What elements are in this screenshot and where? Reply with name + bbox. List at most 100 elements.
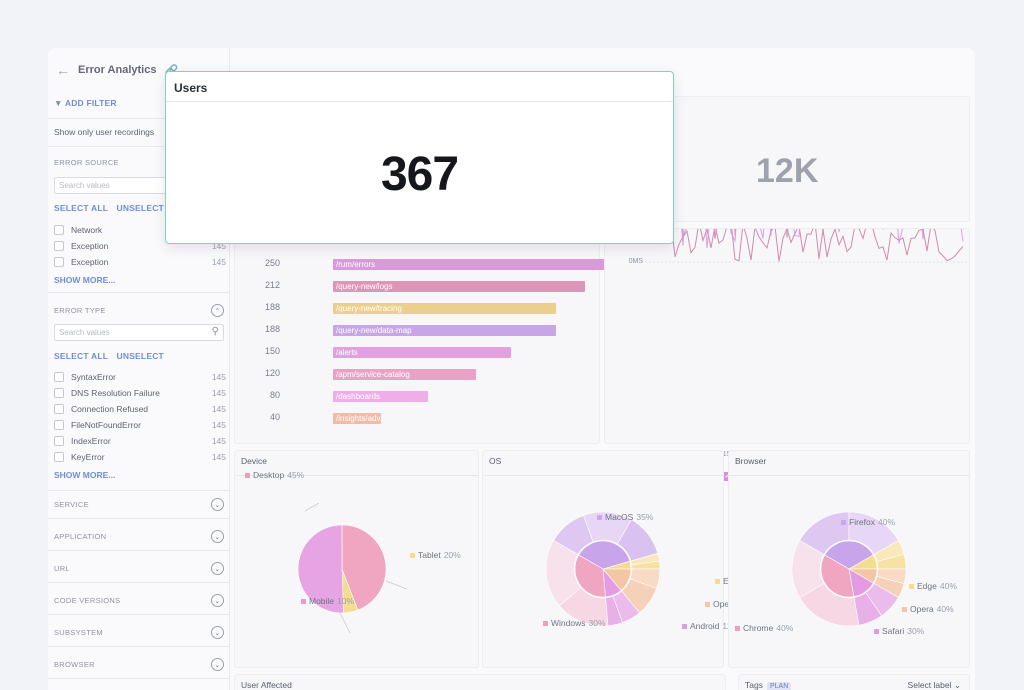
label-name: Tablet: [418, 550, 441, 560]
label-name: Android: [690, 621, 720, 631]
device-card: Device Desktop 45% Tablet 20% Mobile 10%: [234, 450, 479, 668]
error-type-option[interactable]: KeyError 145: [54, 450, 226, 464]
sunburst-slice[interactable]: [578, 540, 631, 570]
plan-badge: PLAN: [766, 682, 792, 690]
legend-swatch: [245, 472, 250, 478]
url-bar[interactable]: /query-new/tracing: [333, 303, 556, 314]
pie-slice[interactable]: [341, 524, 387, 611]
os-title: OS: [489, 456, 502, 466]
filter-section-application[interactable]: APPLICATION ⌄: [54, 530, 224, 543]
url-bar[interactable]: /query-new/logs: [333, 281, 585, 292]
os-label: MacOS 35%: [597, 512, 653, 522]
select-all-link[interactable]: SELECT ALL: [54, 351, 108, 361]
url-bar[interactable]: /rum/errors: [333, 259, 630, 270]
url-bar[interactable]: /dashboards: [333, 391, 428, 402]
section-title: SUBSYSTEM: [54, 628, 103, 637]
error-type-header[interactable]: ERROR TYPE ⌃: [54, 304, 224, 317]
browser-label: Edge 40%: [909, 581, 957, 591]
error-type-option[interactable]: FileNotFoundError 145: [54, 418, 226, 432]
x-tick-label: 12:15:00: [713, 451, 741, 458]
legend-swatch: [682, 623, 687, 629]
filter-section-subsystem[interactable]: SUBSYSTEM ⌄: [54, 626, 224, 639]
section-title: APPLICATION: [54, 532, 107, 541]
label-percent: 35%: [636, 512, 654, 522]
error-type-show-more[interactable]: SHOW MORE...: [54, 470, 116, 480]
users-popup-title: Users: [166, 72, 673, 102]
browser-title: Browser: [735, 456, 767, 466]
back-arrow-icon[interactable]: ←: [56, 62, 70, 78]
sunburst-slice[interactable]: [574, 554, 606, 598]
checkbox[interactable]: [54, 388, 64, 398]
url-bar[interactable]: /insights/advancedalert: [333, 413, 381, 424]
filter-section-service[interactable]: SERVICE ⌄: [54, 498, 224, 511]
tags-card: Tags PLAN Select label ⌄: [738, 674, 970, 690]
stat-value: 12K: [756, 152, 819, 190]
checkbox[interactable]: [54, 452, 64, 462]
checkbox[interactable]: [54, 257, 64, 267]
sunburst-slice[interactable]: [791, 540, 825, 598]
option-count: 145: [211, 404, 226, 414]
checkbox[interactable]: [54, 404, 64, 414]
chevron-down-icon[interactable]: ⌄: [211, 594, 224, 607]
error-type-option[interactable]: IndexError 145: [54, 434, 226, 448]
latency-line-card: 1000MS500MS100MS0MS 12:00:0012:15:0012:3…: [604, 129, 970, 481]
pie-slice[interactable]: [297, 524, 344, 614]
label-name: Firefox: [849, 517, 875, 527]
bar-count-label: 120: [264, 368, 280, 378]
filter-section-code-versions[interactable]: CODE VERSIONS ⌄: [54, 594, 224, 607]
divider: [48, 146, 230, 147]
unselect-link[interactable]: UNSELECT: [116, 203, 164, 213]
filter-section-browser[interactable]: BROWSER ⌄: [54, 658, 224, 671]
add-filter-button[interactable]: ▼ ADD FILTER: [54, 98, 117, 108]
legend-swatch: [909, 583, 914, 589]
checkbox[interactable]: [54, 436, 64, 446]
label-name: Windows: [551, 618, 586, 628]
bar-count-label: 80: [269, 390, 280, 400]
filter-section-url[interactable]: URL ⌄: [54, 562, 224, 575]
option-label: FileNotFoundError: [71, 420, 141, 430]
checkbox[interactable]: [54, 241, 64, 251]
sunburst-slice[interactable]: [545, 540, 582, 607]
url-bar[interactable]: /query-new/data-map: [333, 325, 556, 336]
error-type-option[interactable]: SyntaxError 145: [54, 370, 226, 384]
chevron-down-icon[interactable]: ⌄: [211, 626, 224, 639]
chevron-down-icon[interactable]: ⌄: [211, 530, 224, 543]
select-all-link[interactable]: SELECT ALL: [54, 203, 108, 213]
sunburst-slice[interactable]: [820, 554, 855, 598]
url-bar[interactable]: /alerts: [333, 347, 511, 358]
chevron-down-icon[interactable]: ⌄: [211, 498, 224, 511]
device-label: Desktop 45%: [245, 470, 304, 480]
error-source-option[interactable]: Exception 145: [54, 255, 226, 269]
error-type-search-input[interactable]: Search values ⚲: [54, 324, 224, 341]
browser-label: Opera 40%: [902, 604, 954, 614]
label-percent: 30%: [588, 618, 606, 628]
chevron-up-icon[interactable]: ⌃: [211, 304, 224, 317]
users-count: 367: [380, 148, 459, 201]
legend-swatch: [841, 519, 846, 525]
users-popup[interactable]: Users 367: [165, 71, 674, 244]
checkbox[interactable]: [54, 420, 64, 430]
error-source-option[interactable]: Exception 145: [54, 239, 226, 253]
option-count: 145: [211, 452, 226, 462]
search-icon: ⚲: [211, 326, 219, 337]
label-percent: 40%: [936, 604, 954, 614]
legend-checkbox[interactable]: ✓: [723, 471, 732, 481]
label-percent: 20%: [443, 550, 461, 560]
unselect-link[interactable]: UNSELECT: [116, 351, 164, 361]
label-percent: 30%: [907, 626, 925, 636]
error-type-option[interactable]: Connection Refused 145: [54, 402, 226, 416]
error-source-option[interactable]: Network: [54, 223, 226, 237]
checkbox[interactable]: [54, 225, 64, 235]
label-name: Mobile: [309, 596, 335, 606]
checkbox[interactable]: [54, 372, 64, 382]
chevron-down-icon[interactable]: ⌄: [211, 658, 224, 671]
option-label: IndexError: [71, 436, 111, 446]
url-bar[interactable]: /apm/service-catalog: [333, 369, 476, 380]
label-name: Chrome: [743, 623, 774, 633]
chevron-down-icon[interactable]: ⌄: [211, 562, 224, 575]
select-label-dropdown[interactable]: Select label ⌄: [907, 680, 961, 690]
error-source-show-more[interactable]: SHOW MORE...: [54, 275, 116, 285]
error-type-option[interactable]: DNS Resolution Failure 145: [54, 386, 226, 400]
label-name: Opera: [910, 604, 934, 614]
show-only-user-recordings[interactable]: Show only user recordings: [54, 127, 155, 137]
